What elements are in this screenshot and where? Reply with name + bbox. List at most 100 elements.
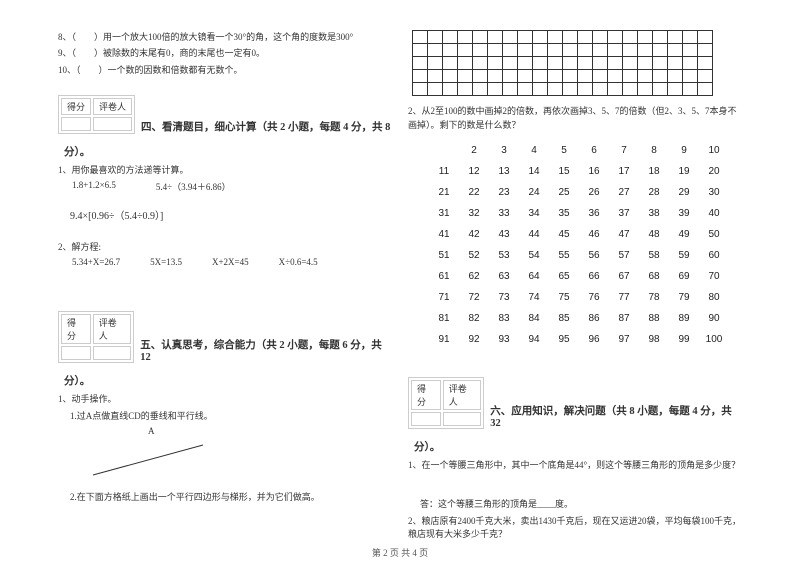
number-cell: 23: [490, 183, 518, 202]
section-5-tail: 分）。: [64, 373, 392, 388]
number-cell: 69: [670, 267, 698, 286]
number-cell: 84: [520, 309, 548, 328]
number-cell: 73: [490, 288, 518, 307]
number-cell: 21: [430, 183, 458, 202]
right-p1-answer: 答：这个等腰三角形的顶角是____度。: [420, 497, 742, 510]
number-cell: 68: [640, 267, 668, 286]
number-cell: 81: [430, 309, 458, 328]
number-cell: 28: [640, 183, 668, 202]
number-cell: 3: [490, 141, 518, 160]
section-5-title: 五、认真思考，综合能力（共 2 小题，每题 6 分，共 12: [140, 337, 392, 363]
number-cell: 29: [670, 183, 698, 202]
score-box-5: 得分评卷人: [58, 311, 134, 363]
number-cell: 15: [550, 162, 578, 181]
number-cell: 52: [460, 246, 488, 265]
number-cell: 47: [610, 225, 638, 244]
number-cell: 46: [580, 225, 608, 244]
number-cell: 64: [520, 267, 548, 286]
number-cell: 75: [550, 288, 578, 307]
number-cell: 89: [670, 309, 698, 328]
number-cell: 26: [580, 183, 608, 202]
number-cell: 97: [610, 330, 638, 349]
number-cell: 35: [550, 204, 578, 223]
point-a-label: A: [148, 426, 392, 436]
number-cell: 100: [700, 330, 728, 349]
number-cell: 79: [670, 288, 698, 307]
number-cell: 42: [460, 225, 488, 244]
number-cell: 63: [490, 267, 518, 286]
number-cell: 56: [580, 246, 608, 265]
number-cell: 58: [640, 246, 668, 265]
number-cell: 54: [520, 246, 548, 265]
number-cell: 62: [460, 267, 488, 286]
number-cell: 70: [700, 267, 728, 286]
problem-1: 1、用你最喜欢的方法递等计算。: [58, 163, 392, 176]
number-cell: 19: [670, 162, 698, 181]
number-cell: 86: [580, 309, 608, 328]
number-cell: 7: [610, 141, 638, 160]
section-4-title: 四、看清题目，细心计算（共 2 小题，每题 4 分，共 8: [141, 119, 390, 134]
number-cell: 59: [670, 246, 698, 265]
number-cell: 8: [640, 141, 668, 160]
number-cell: 22: [460, 183, 488, 202]
number-cell: 55: [550, 246, 578, 265]
number-cell: 16: [580, 162, 608, 181]
number-cell: 9: [670, 141, 698, 160]
number-cell: 77: [610, 288, 638, 307]
section-6-title: 六、应用知识，解决问题（共 8 小题，每题 4 分，共 32: [490, 403, 742, 429]
number-cell: 24: [520, 183, 548, 202]
number-cell: 53: [490, 246, 518, 265]
number-cell: 71: [430, 288, 458, 307]
number-cell: 98: [640, 330, 668, 349]
number-cell: 78: [640, 288, 668, 307]
score-box-6: 得分评卷人: [408, 377, 484, 429]
number-cell: 83: [490, 309, 518, 328]
question-10: 10、（ ）一个数的因数和倍数都有无数个。: [58, 63, 392, 77]
number-cell: 57: [610, 246, 638, 265]
number-cell: 67: [610, 267, 638, 286]
number-cell: 94: [520, 330, 548, 349]
number-cell: 38: [640, 204, 668, 223]
number-cell: 96: [580, 330, 608, 349]
number-cell: 40: [700, 204, 728, 223]
eq-2c: X+2X=45: [212, 257, 249, 267]
problem-2: 2、解方程:: [58, 240, 392, 253]
number-cell: 41: [430, 225, 458, 244]
problem-3: 1、动手操作。: [58, 392, 392, 405]
number-cell: 93: [490, 330, 518, 349]
number-cell: 61: [430, 267, 458, 286]
number-cell: 74: [520, 288, 548, 307]
number-cell: 25: [550, 183, 578, 202]
number-cell: 5: [550, 141, 578, 160]
number-cell: 20: [700, 162, 728, 181]
number-cell: 18: [640, 162, 668, 181]
score-box-4: 得分评卷人: [58, 95, 135, 134]
question-8: 8、（ ）用一个放大100倍的放大镜看一个30°的角，这个角的度数是300°: [58, 30, 392, 44]
number-cell: 34: [520, 204, 548, 223]
number-cell: 6: [580, 141, 608, 160]
number-cell: 87: [610, 309, 638, 328]
number-cell: 33: [490, 204, 518, 223]
answer-grid: [412, 30, 713, 96]
number-cell: 39: [670, 204, 698, 223]
number-cell: 92: [460, 330, 488, 349]
number-cell: 82: [460, 309, 488, 328]
expr-1b: 5.4÷（3.94＋6.86）: [156, 180, 231, 193]
number-cell: 65: [550, 267, 578, 286]
number-cell: 37: [610, 204, 638, 223]
eq-2a: 5.34+X=26.7: [72, 257, 120, 267]
number-cell: 49: [670, 225, 698, 244]
number-cell: 76: [580, 288, 608, 307]
number-cell: 60: [700, 246, 728, 265]
number-cell: 11: [430, 162, 458, 181]
number-cell: 44: [520, 225, 548, 244]
number-cell: 4: [520, 141, 548, 160]
number-cell: 51: [430, 246, 458, 265]
problem-3b: 2.在下面方格纸上画出一个平行四边形与梯形，并为它们做高。: [70, 490, 392, 503]
number-cell: 90: [700, 309, 728, 328]
number-cell: 30: [700, 183, 728, 202]
number-cell: 91: [430, 330, 458, 349]
number-cell: 99: [670, 330, 698, 349]
line-cd-figure: [88, 440, 208, 480]
expr-1c: 9.4×[0.96÷（5.4÷0.9）]: [70, 207, 392, 222]
